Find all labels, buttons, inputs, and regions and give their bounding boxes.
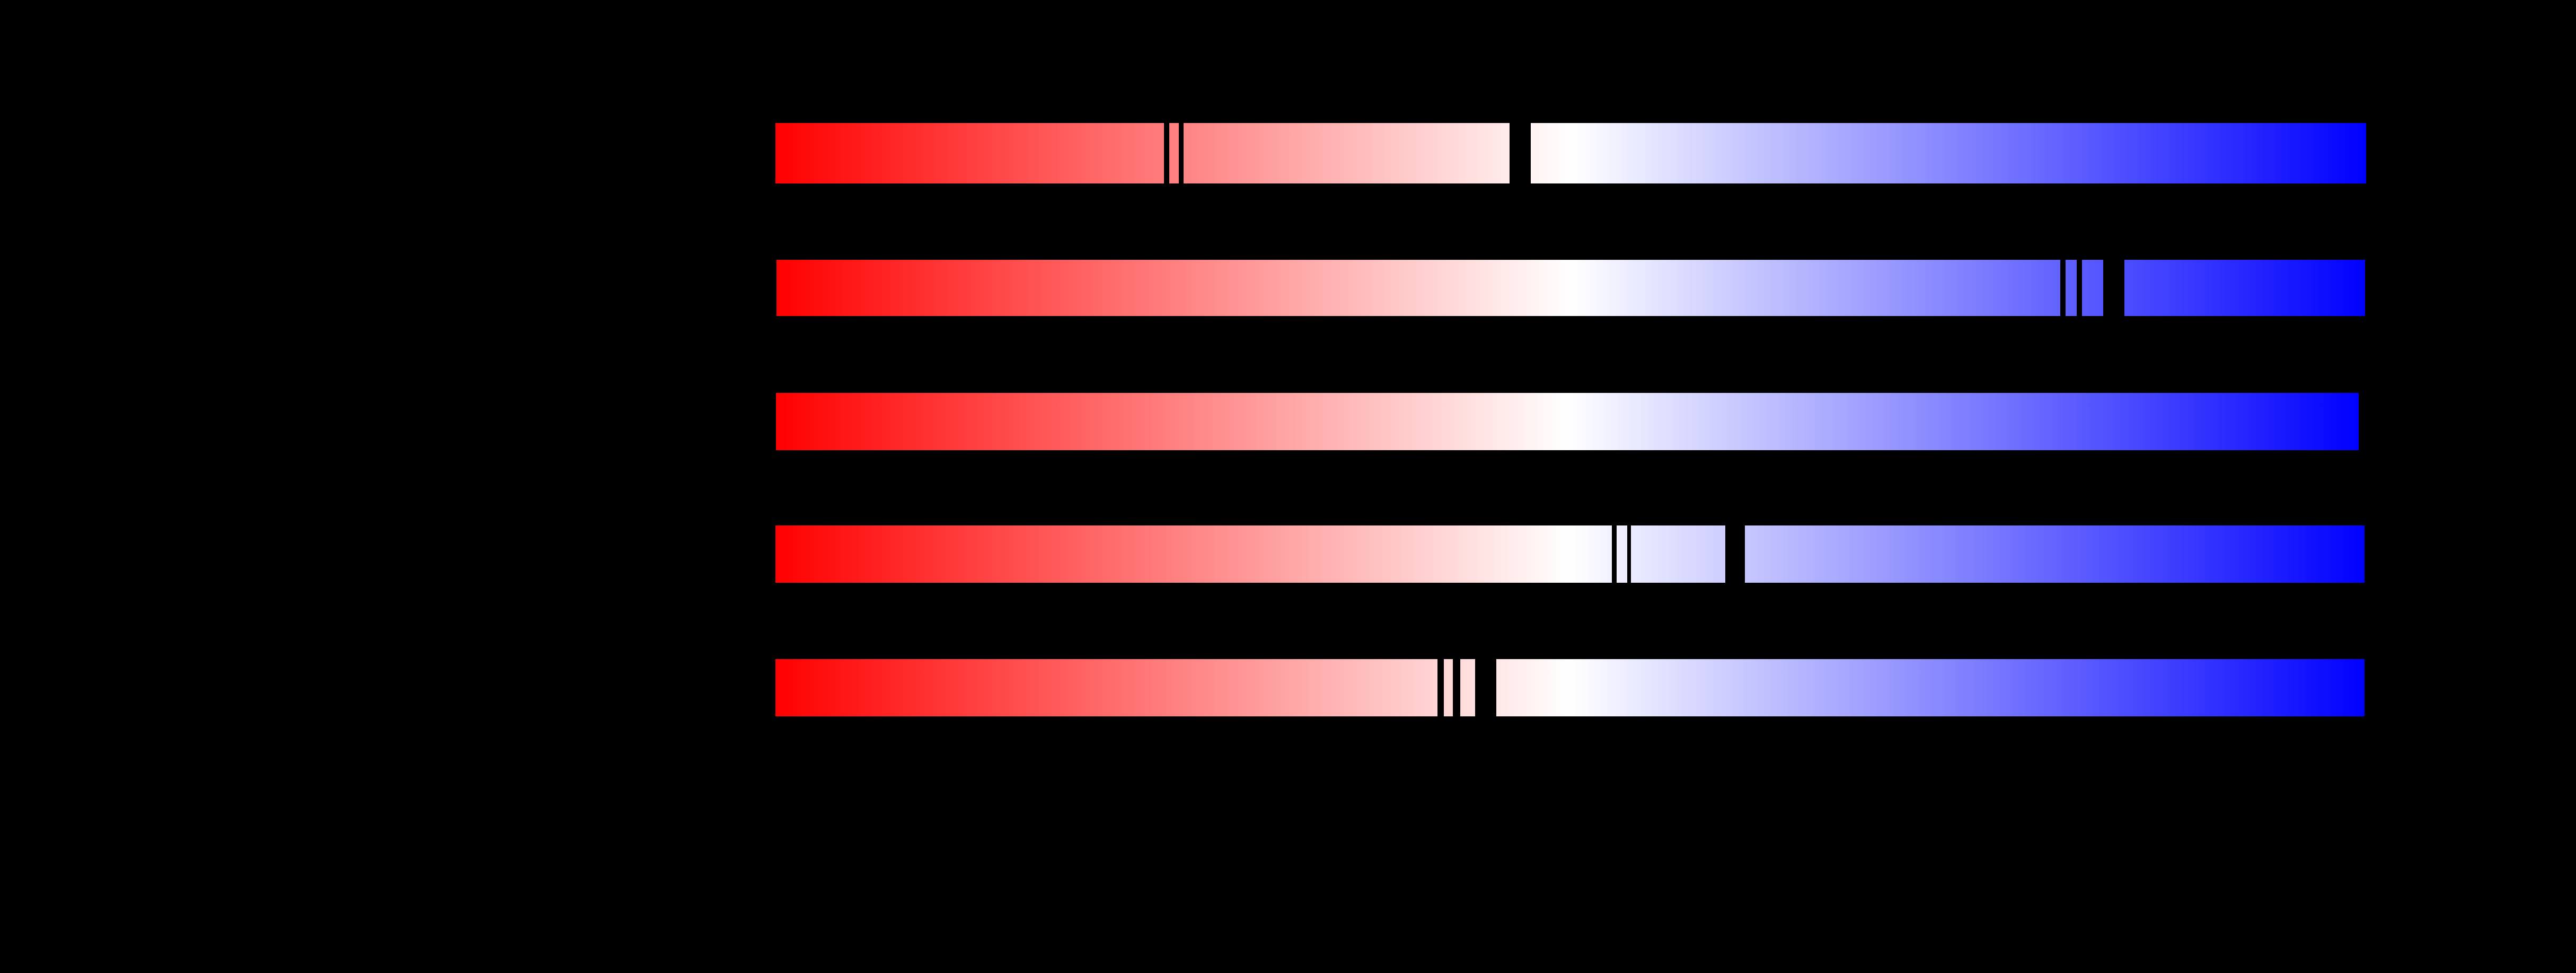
track-segment: [776, 393, 2359, 450]
track-segment: [1745, 525, 2365, 583]
track-segment: [1617, 525, 1627, 583]
track-segment: [1496, 659, 2365, 716]
track-row: [0, 659, 2366, 716]
track-segment: [1531, 123, 2366, 183]
track-segment: [1460, 659, 1475, 716]
track-segment: [777, 260, 2060, 316]
track-segment: [1631, 525, 1725, 583]
track-segment: [1184, 123, 1510, 183]
track-segment: [2124, 260, 2365, 316]
track-row: [0, 525, 2366, 583]
track-segment: [1444, 659, 1453, 716]
track-segment: [775, 123, 1164, 183]
track-segment: [2066, 260, 2077, 316]
track-segment: [2082, 260, 2103, 316]
track-row: [0, 260, 2366, 316]
track-row: [0, 123, 2366, 183]
track-row: [0, 393, 2366, 450]
track-segment: [1169, 123, 1179, 183]
track-segment: [775, 525, 1612, 583]
track-segment: [775, 659, 1437, 716]
